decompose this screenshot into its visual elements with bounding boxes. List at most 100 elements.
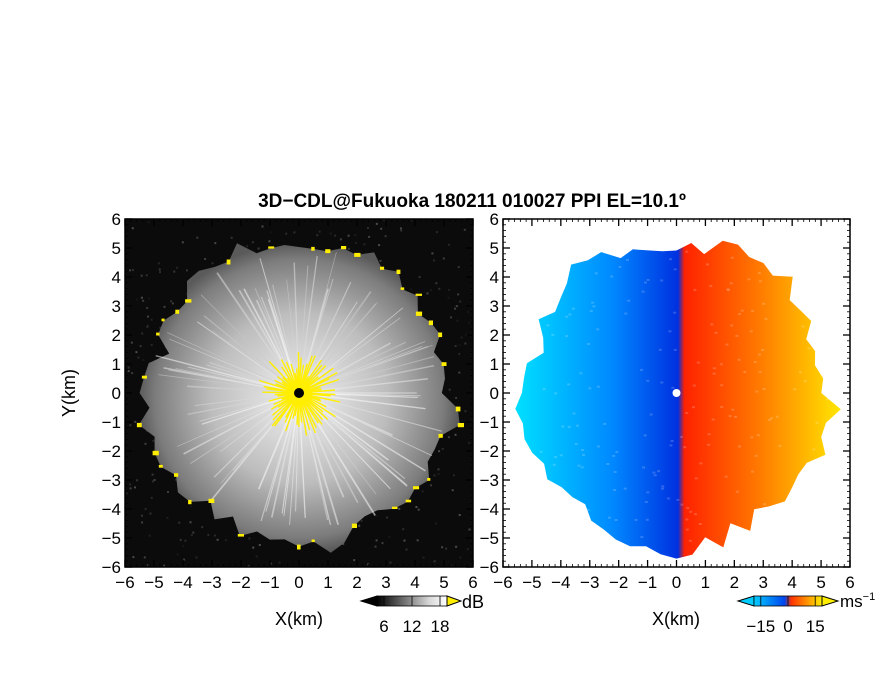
noise-speckle — [375, 514, 378, 517]
noise-speckle — [207, 533, 210, 536]
velocity-texture — [757, 272, 761, 275]
velocity-texture — [720, 406, 724, 408]
velocity-texture — [711, 418, 715, 421]
velocity-texture — [603, 422, 607, 425]
velocity-texture — [643, 434, 647, 437]
velocity-texture — [618, 265, 622, 268]
noise-speckle — [142, 299, 145, 302]
velocity-texture — [734, 415, 737, 418]
edge-echo — [158, 464, 163, 468]
noise-speckle — [454, 307, 456, 310]
noise-speckle — [460, 336, 463, 339]
noise-speckle — [436, 231, 438, 234]
reflectivity-colorbar-tick-label: 12 — [403, 617, 422, 636]
velocity-xtick-label: −1 — [638, 573, 657, 592]
velocity-texture — [554, 456, 558, 458]
velocity-texture — [707, 433, 711, 436]
velocity-texture — [754, 454, 758, 457]
velocity-texture — [694, 477, 698, 480]
reflectivity-xtick-label: 0 — [294, 573, 303, 592]
noise-speckle — [182, 544, 185, 547]
velocity-texture — [775, 415, 779, 418]
velocity-texture — [712, 367, 716, 370]
velocity-xtick-label: 4 — [787, 573, 796, 592]
velocity-texture — [815, 421, 819, 424]
velocity-texture — [738, 445, 741, 448]
noise-speckle — [257, 247, 260, 250]
noise-speckle — [398, 507, 401, 510]
edge-echo — [438, 433, 443, 438]
edge-echo — [415, 311, 423, 316]
noise-speckle — [143, 556, 146, 559]
noise-speckle — [316, 234, 319, 237]
velocity-texture — [571, 307, 575, 310]
noise-speckle — [230, 236, 233, 239]
reflectivity-ytick-label: 4 — [112, 268, 121, 287]
noise-speckle — [148, 534, 151, 537]
noise-speckle — [422, 556, 425, 559]
noise-speckle — [347, 234, 350, 237]
velocity-colorbar-unit-base: ms — [840, 592, 863, 611]
reflectivity-xtick-label: −2 — [231, 573, 250, 592]
reflectivity-colorbar-high-arrow — [446, 595, 463, 607]
velocity-texture — [680, 503, 684, 506]
radial-streak — [167, 332, 300, 394]
velocity-texture — [803, 380, 807, 383]
edge-echo — [185, 299, 192, 303]
velocity-texture — [762, 388, 766, 390]
noise-speckle — [402, 528, 405, 531]
velocity-xtick-label: 1 — [701, 573, 710, 592]
noise-speckle — [405, 548, 408, 551]
reflectivity-colorbar-unit: dB — [462, 592, 484, 612]
noise-speckle — [192, 531, 195, 534]
velocity-texture — [793, 388, 797, 391]
noise-speckle — [432, 259, 435, 262]
velocity-texture — [660, 279, 664, 282]
velocity-ytick-label: −3 — [480, 471, 499, 490]
noise-speckle — [136, 298, 139, 301]
reflectivity-x-axis-label: X(km) — [275, 609, 323, 629]
noise-speckle — [136, 479, 139, 482]
velocity-texture — [724, 475, 728, 478]
noise-speckle — [201, 526, 204, 529]
edge-echo — [136, 422, 142, 428]
radial-streak — [187, 385, 300, 394]
reflectivity-xtick-label: 6 — [468, 573, 477, 592]
velocity-texture — [735, 334, 739, 337]
noise-speckle — [458, 514, 461, 516]
noise-speckle — [452, 474, 455, 477]
velocity-texture — [764, 317, 768, 320]
velocity-texture — [761, 349, 765, 351]
velocity-texture — [814, 332, 818, 335]
velocity-texture — [644, 281, 647, 284]
noise-speckle — [132, 556, 135, 559]
edge-echo — [156, 332, 160, 336]
noise-speckle — [466, 548, 469, 551]
velocity-texture — [737, 358, 741, 361]
noise-speckle — [468, 528, 471, 531]
reflectivity-ytick-label: −1 — [102, 413, 121, 432]
edge-echo — [174, 473, 179, 477]
velocity-texture — [768, 419, 771, 421]
edge-echo — [396, 269, 401, 274]
noise-speckle — [150, 318, 153, 321]
noise-speckle — [450, 316, 453, 319]
edge-echo — [341, 246, 347, 250]
reflectivity-xtick-label: −4 — [173, 573, 192, 592]
velocity-texture — [755, 390, 759, 393]
noise-speckle — [463, 228, 466, 231]
radial-streak — [203, 315, 300, 394]
velocity-ytick-label: −1 — [480, 413, 499, 432]
noise-speckle — [435, 522, 438, 525]
noise-speckle — [455, 396, 458, 399]
noise-speckle — [129, 483, 132, 486]
velocity-xtick-label: 0 — [672, 573, 681, 592]
edge-echo — [415, 293, 422, 296]
reflectivity-xtick-label: −3 — [202, 573, 221, 592]
noise-speckle — [131, 227, 134, 230]
noise-speckle — [358, 524, 361, 527]
velocity-colorbar-tick-label: 0 — [783, 617, 792, 636]
radial-streak — [298, 392, 407, 486]
